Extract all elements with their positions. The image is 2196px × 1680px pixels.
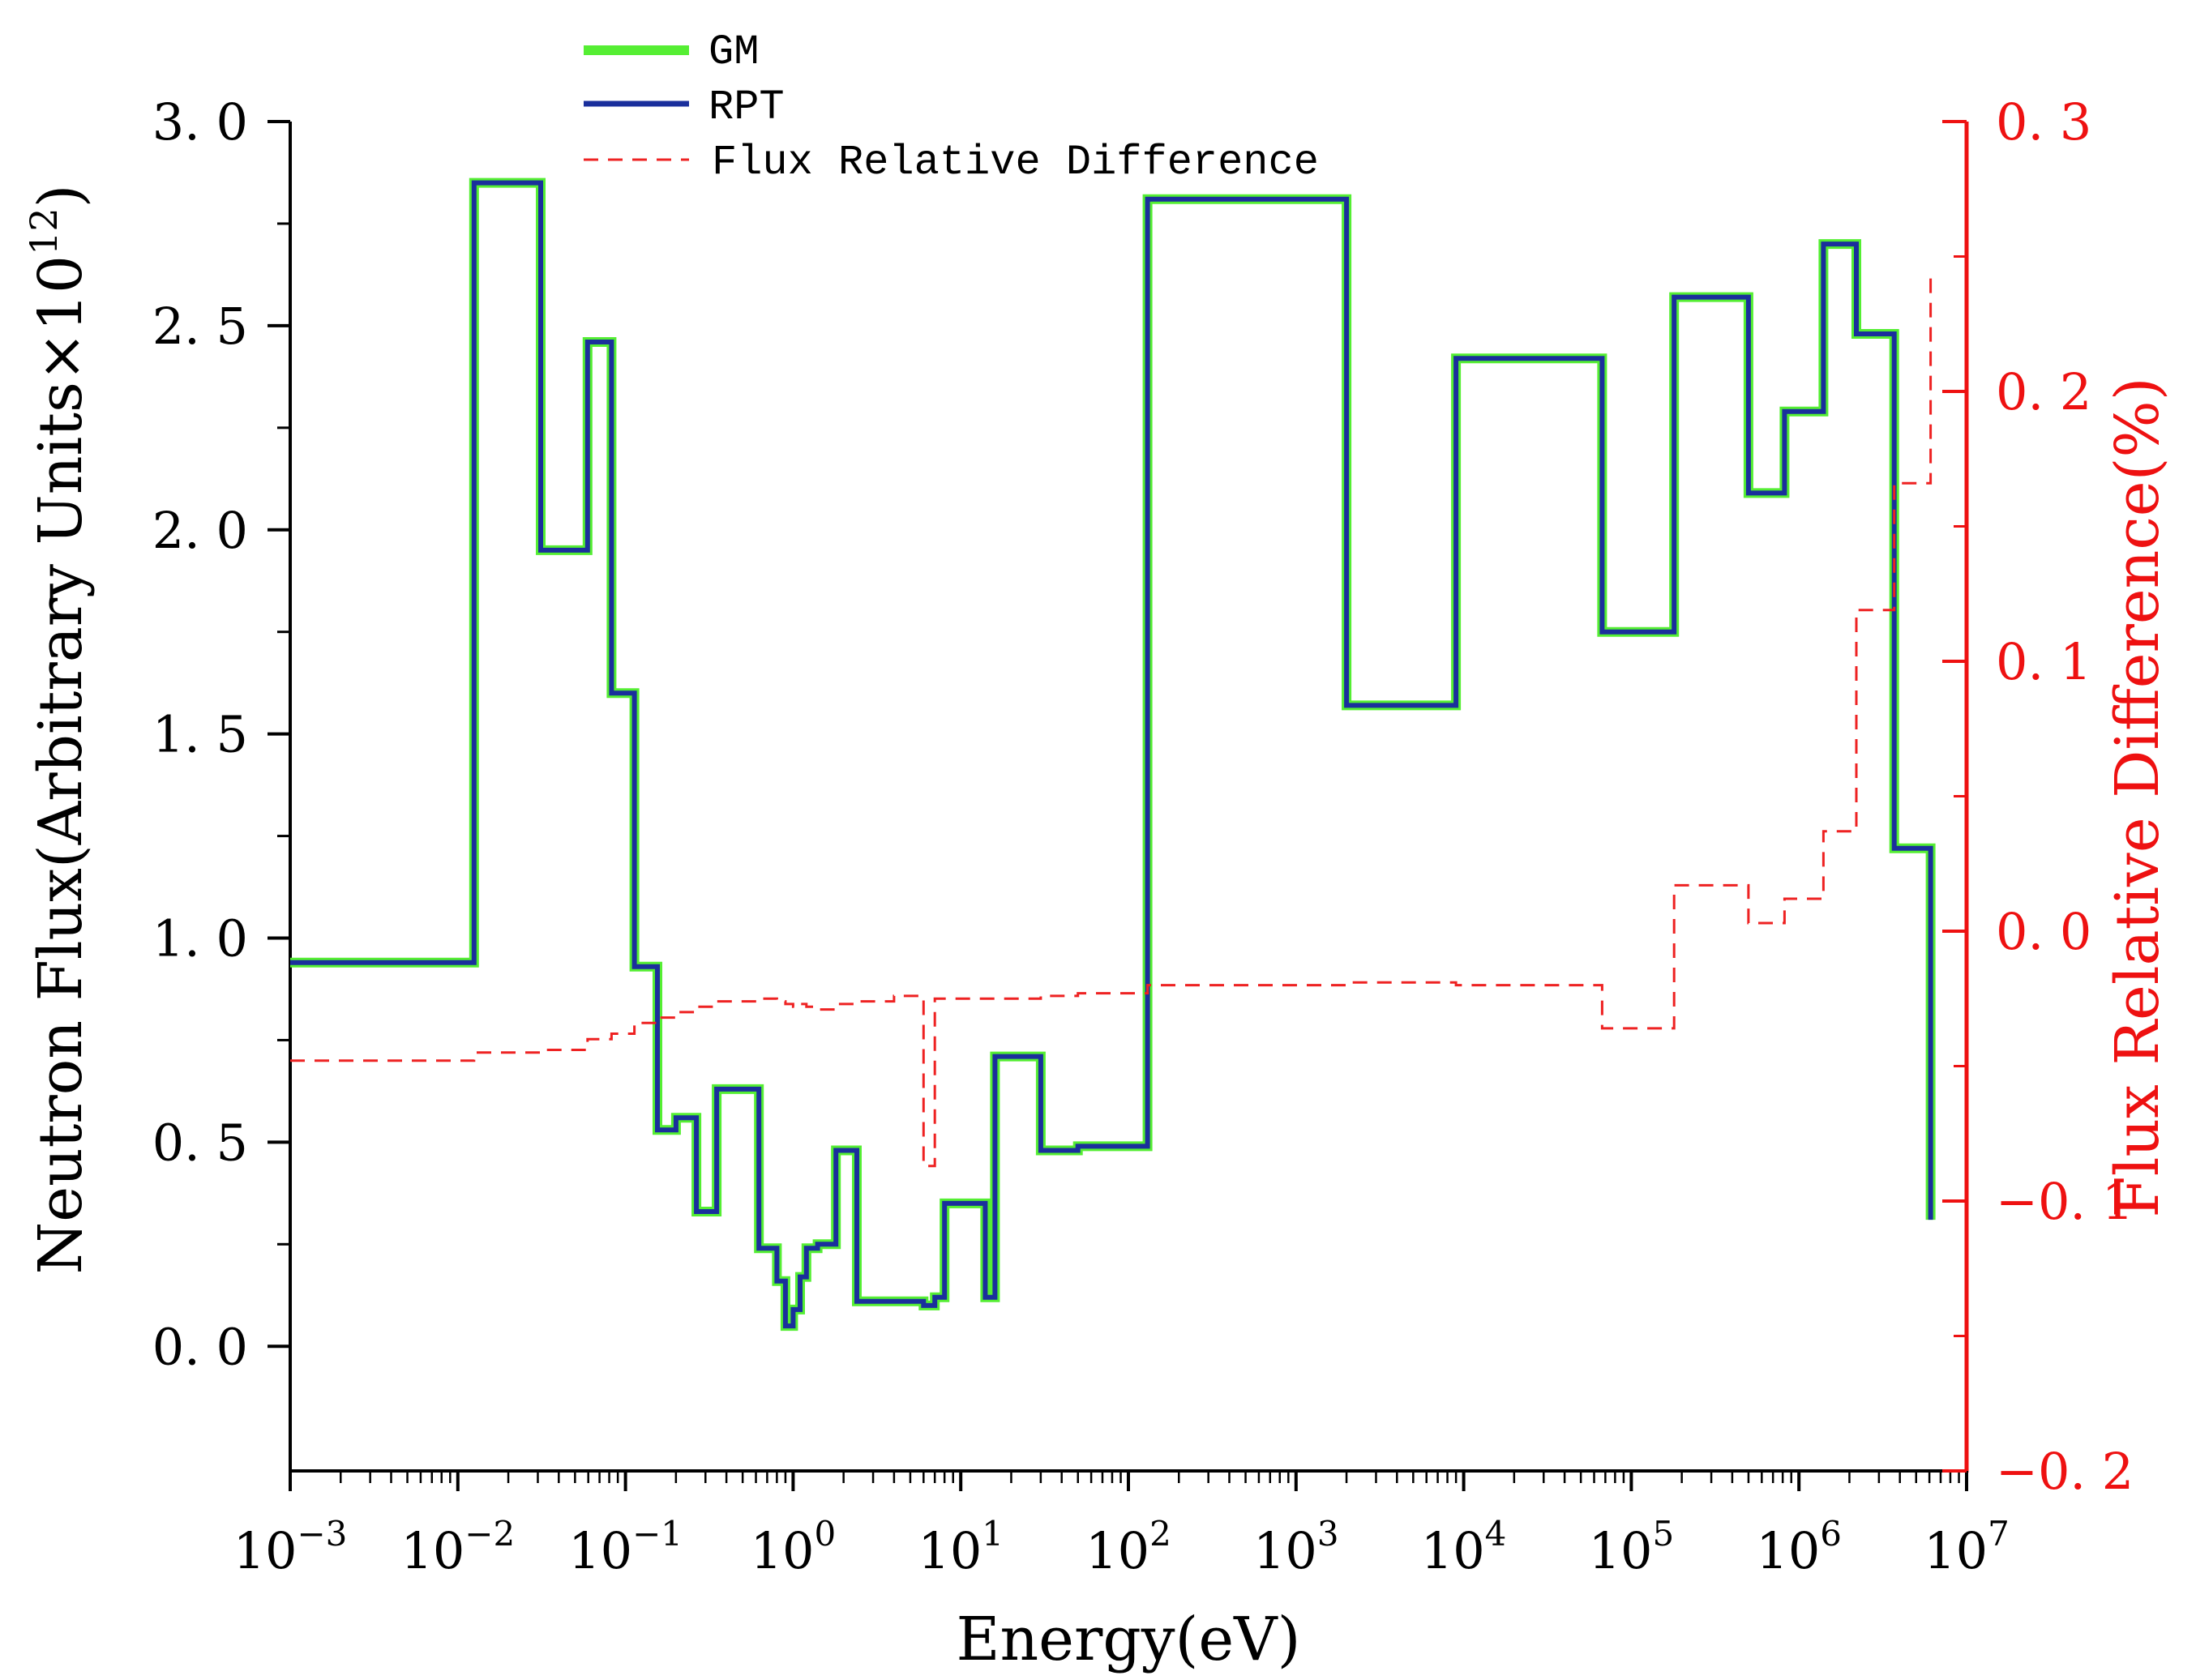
x-tick-label: 102 [1085,1514,1171,1580]
left-y-axis-label-superscript: 12 [22,207,66,255]
x-tick-label: 104 [1421,1514,1507,1580]
right-y-axis-label: Flux Relative Difference(%) [2103,377,2172,1217]
left-y-tick-label: 2. 5 [152,297,248,356]
legend: GM RPT Flux Relative Difference [584,28,1319,186]
left-y-tick-label: 1. 0 [152,909,248,968]
x-tick-label: 10−3 [233,1514,348,1580]
gm-series-line [290,177,1936,1332]
right-y-tick-label: 0. 2 [1996,362,2091,421]
right-y-tick-label: −0. 2 [1996,1442,2134,1501]
left-y-axis-label: Neutron Flux(Arbitrary Units×1012) [22,184,96,1274]
legend-diff-label: Flux Relative Difference [712,139,1319,186]
legend-gm-label: GM [708,28,759,76]
legend-rpt-label: RPT [708,83,785,131]
x-tick-label: 105 [1589,1514,1675,1580]
rpt-series-line [290,180,1933,1329]
right-y-tick-label: 0. 0 [1996,902,2091,961]
x-tick-label: 106 [1756,1514,1842,1580]
left-y-tick-label: 2. 0 [152,501,248,560]
x-tick-label: 10−2 [400,1514,515,1580]
x-tick-label: 103 [1253,1514,1339,1580]
x-tick-label: 10−1 [568,1514,683,1580]
x-tick-label: 107 [1924,1514,2010,1580]
x-axis-label: Energy(eV) [957,1605,1301,1674]
left-y-tick-label: 0. 5 [152,1113,248,1172]
x-tick-label: 100 [751,1514,837,1580]
left-y-tick-label: 0. 0 [152,1317,248,1376]
right-y-tick-label: 0. 3 [1996,92,2091,152]
right-y-tick-label: 0. 1 [1996,632,2091,691]
relative-difference-line [290,272,1933,1168]
left-y-tick-label: 3. 0 [152,92,248,152]
left-y-tick-label: 1. 5 [152,705,248,764]
right-y-tick-label: −0. 1 [1996,1172,2134,1231]
x-tick-label: 101 [918,1514,1004,1580]
